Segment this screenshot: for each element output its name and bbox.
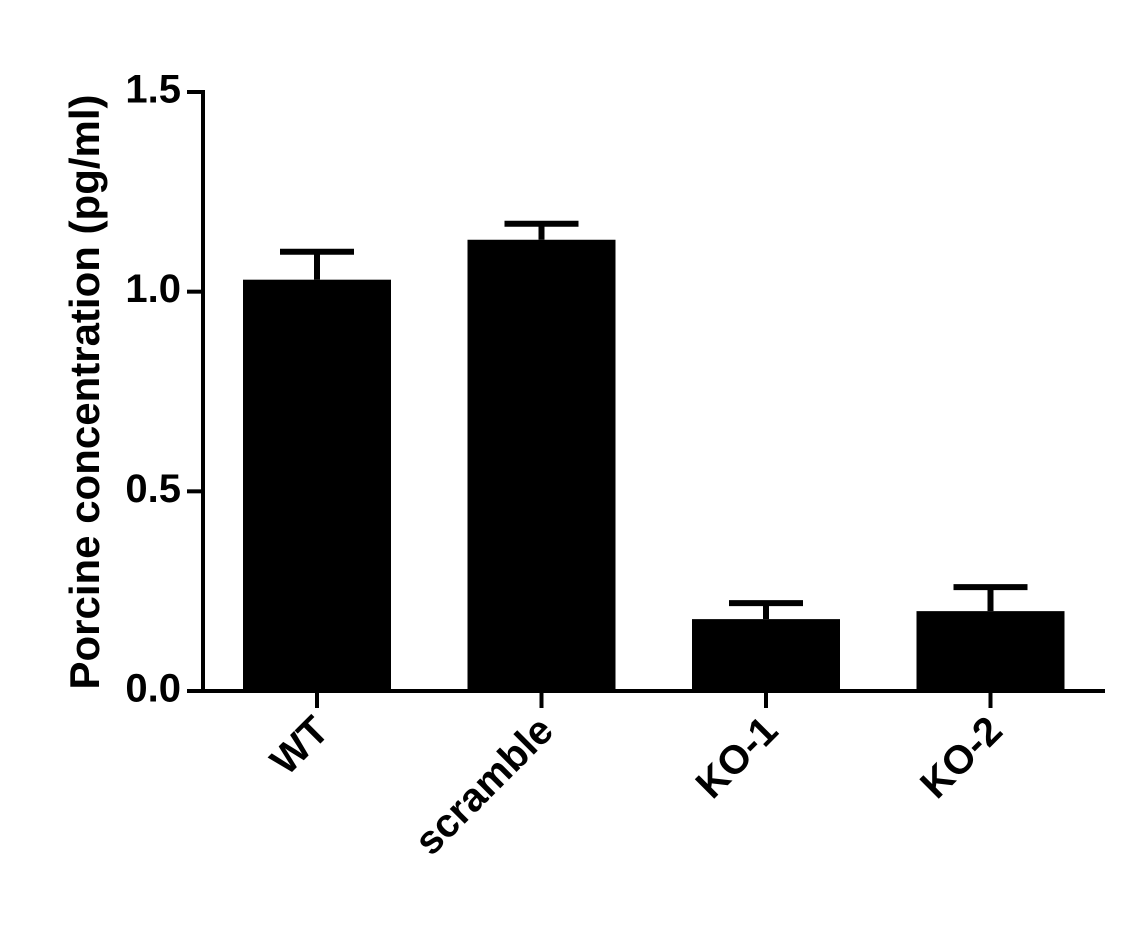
bar	[243, 279, 391, 691]
y-tick-label: 0.0	[125, 667, 181, 711]
bar	[467, 239, 616, 691]
x-tick-label: KO-1	[688, 708, 787, 807]
y-tick-label: 1.5	[125, 68, 181, 112]
bar	[692, 619, 840, 691]
x-tick-label: WT	[262, 708, 337, 783]
y-tick-label: 1.0	[125, 267, 181, 311]
bar	[916, 611, 1065, 691]
x-tick-label: scramble	[407, 708, 562, 863]
y-axis-label: Porcine concentration (pg/ml)	[61, 94, 108, 689]
y-tick-label: 0.5	[125, 467, 181, 511]
x-tick-label: KO-2	[912, 708, 1011, 807]
